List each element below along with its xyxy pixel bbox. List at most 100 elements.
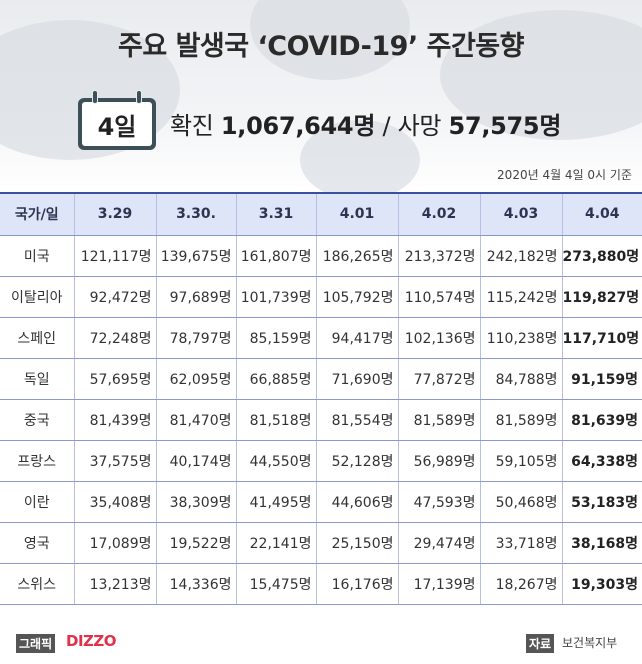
value-cell: 29,474명 xyxy=(398,522,481,564)
value-cell: 25,150명 xyxy=(316,522,399,564)
world-map-shape xyxy=(300,120,420,192)
table-row: 스위스 13,213명 14,336명 15,475명 16,176명 17,1… xyxy=(0,563,642,605)
value-cell: 16,176명 xyxy=(316,563,399,605)
value-cell: 81,518명 xyxy=(236,399,317,441)
value-cell: 15,475명 xyxy=(236,563,317,605)
country-cell: 스페인 xyxy=(0,317,75,359)
value-cell: 119,827명 xyxy=(562,276,642,318)
table-row: 중국 81,439명 81,470명 81,518명 81,554명 81,58… xyxy=(0,399,642,441)
day-badge: 4일 xyxy=(82,102,152,146)
country-cell: 프랑스 xyxy=(0,440,75,482)
value-cell: 64,338명 xyxy=(562,440,642,482)
value-cell: 102,136명 xyxy=(398,317,481,359)
source-label: 자료 xyxy=(526,634,555,653)
value-cell: 47,593명 xyxy=(398,481,481,523)
source-text: 보건복지부 xyxy=(562,636,618,650)
value-cell: 72,248명 xyxy=(74,317,157,359)
value-cell: 14,336명 xyxy=(156,563,237,605)
column-header: 4.02 xyxy=(398,192,481,236)
column-header: 3.31 xyxy=(236,192,317,236)
value-cell: 41,495명 xyxy=(236,481,317,523)
value-cell: 18,267명 xyxy=(480,563,563,605)
country-cell: 영국 xyxy=(0,522,75,564)
table-row: 이탈리아 92,472명 97,689명 101,739명 105,792명 1… xyxy=(0,276,642,318)
value-cell: 22,141명 xyxy=(236,522,317,564)
value-cell: 56,989명 xyxy=(398,440,481,482)
table-row: 미국 121,117명 139,675명 161,807명 186,265명 2… xyxy=(0,235,642,277)
column-header: 4.03 xyxy=(480,192,563,236)
value-cell: 19,522명 xyxy=(156,522,237,564)
footer: 그래픽 DIZZO 자료 보건복지부 xyxy=(0,622,642,664)
value-cell: 94,417명 xyxy=(316,317,399,359)
confirmed-label: 확진 xyxy=(170,112,214,140)
column-header: 3.29 xyxy=(74,192,157,236)
country-cell: 중국 xyxy=(0,399,75,441)
value-cell: 33,718명 xyxy=(480,522,563,564)
value-cell: 44,606명 xyxy=(316,481,399,523)
table-row: 영국 17,089명 19,522명 22,141명 25,150명 29,47… xyxy=(0,522,642,564)
calendar-ring-icon xyxy=(136,90,142,104)
as-of-date: 2020년 4월 4일 0시 기준 xyxy=(497,168,632,182)
column-header: 3.30. xyxy=(156,192,237,236)
value-cell: 242,182명 xyxy=(480,235,563,277)
value-cell: 59,105명 xyxy=(480,440,563,482)
value-cell: 57,695명 xyxy=(74,358,157,400)
value-cell: 81,639명 xyxy=(562,399,642,441)
value-cell: 101,739명 xyxy=(236,276,317,318)
value-cell: 44,550명 xyxy=(236,440,317,482)
value-cell: 13,213명 xyxy=(74,563,157,605)
value-cell: 19,303명 xyxy=(562,563,642,605)
world-map-shape xyxy=(440,10,642,140)
column-header: 4.01 xyxy=(316,192,399,236)
table-row: 스페인 72,248명 78,797명 85,159명 94,417명 102,… xyxy=(0,317,642,359)
value-cell: 78,797명 xyxy=(156,317,237,359)
value-cell: 81,439명 xyxy=(74,399,157,441)
confirmed-value: 1,067,644명 xyxy=(220,112,376,140)
value-cell: 40,174명 xyxy=(156,440,237,482)
value-cell: 92,472명 xyxy=(74,276,157,318)
table-row: 프랑스 37,575명 40,174명 44,550명 52,128명 56,9… xyxy=(0,440,642,482)
value-cell: 273,880명 xyxy=(562,235,642,277)
calendar-ring-icon xyxy=(92,90,98,104)
deaths-value: 57,575명 xyxy=(448,112,562,140)
value-cell: 85,159명 xyxy=(236,317,317,359)
value-cell: 71,690명 xyxy=(316,358,399,400)
value-cell: 213,372명 xyxy=(398,235,481,277)
value-cell: 50,468명 xyxy=(480,481,563,523)
table-row: 이란 35,408명 38,309명 41,495명 44,606명 47,59… xyxy=(0,481,642,523)
value-cell: 110,574명 xyxy=(398,276,481,318)
value-cell: 186,265명 xyxy=(316,235,399,277)
deaths-label: 사망 xyxy=(397,112,442,140)
dizzo-logo: DIZZO xyxy=(66,632,117,650)
value-cell: 81,554명 xyxy=(316,399,399,441)
summary-line: 확진 1,067,644명 / 사망 57,575명 xyxy=(170,106,561,141)
value-cell: 52,128명 xyxy=(316,440,399,482)
value-cell: 161,807명 xyxy=(236,235,317,277)
value-cell: 17,089명 xyxy=(74,522,157,564)
value-cell: 110,238명 xyxy=(480,317,563,359)
calendar-icon: 4일 xyxy=(78,90,156,150)
column-header: 국가/일 xyxy=(0,192,75,236)
country-cell: 스위스 xyxy=(0,563,75,605)
country-cell: 이란 xyxy=(0,481,75,523)
value-cell: 121,117명 xyxy=(74,235,157,277)
value-cell: 77,872명 xyxy=(398,358,481,400)
value-cell: 97,689명 xyxy=(156,276,237,318)
value-cell: 81,589명 xyxy=(398,399,481,441)
value-cell: 81,589명 xyxy=(480,399,563,441)
value-cell: 84,788명 xyxy=(480,358,563,400)
covid-table: 국가/일 3.29 3.30. 3.31 4.01 4.02 4.03 4.04… xyxy=(0,192,642,605)
value-cell: 17,139명 xyxy=(398,563,481,605)
credit-label: 그래픽 xyxy=(16,634,56,653)
value-cell: 53,183명 xyxy=(562,481,642,523)
table-header-row: 국가/일 3.29 3.30. 3.31 4.01 4.02 4.03 4.04 xyxy=(0,192,642,236)
value-cell: 66,885명 xyxy=(236,358,317,400)
value-cell: 38,309명 xyxy=(156,481,237,523)
value-cell: 81,470명 xyxy=(156,399,237,441)
value-cell: 35,408명 xyxy=(74,481,157,523)
value-cell: 62,095명 xyxy=(156,358,237,400)
value-cell: 117,710명 xyxy=(562,317,642,359)
value-cell: 105,792명 xyxy=(316,276,399,318)
table-row: 독일 57,695명 62,095명 66,885명 71,690명 77,87… xyxy=(0,358,642,400)
page-title: 주요 발생국 ‘COVID-19’ 주간동향 xyxy=(118,31,524,62)
